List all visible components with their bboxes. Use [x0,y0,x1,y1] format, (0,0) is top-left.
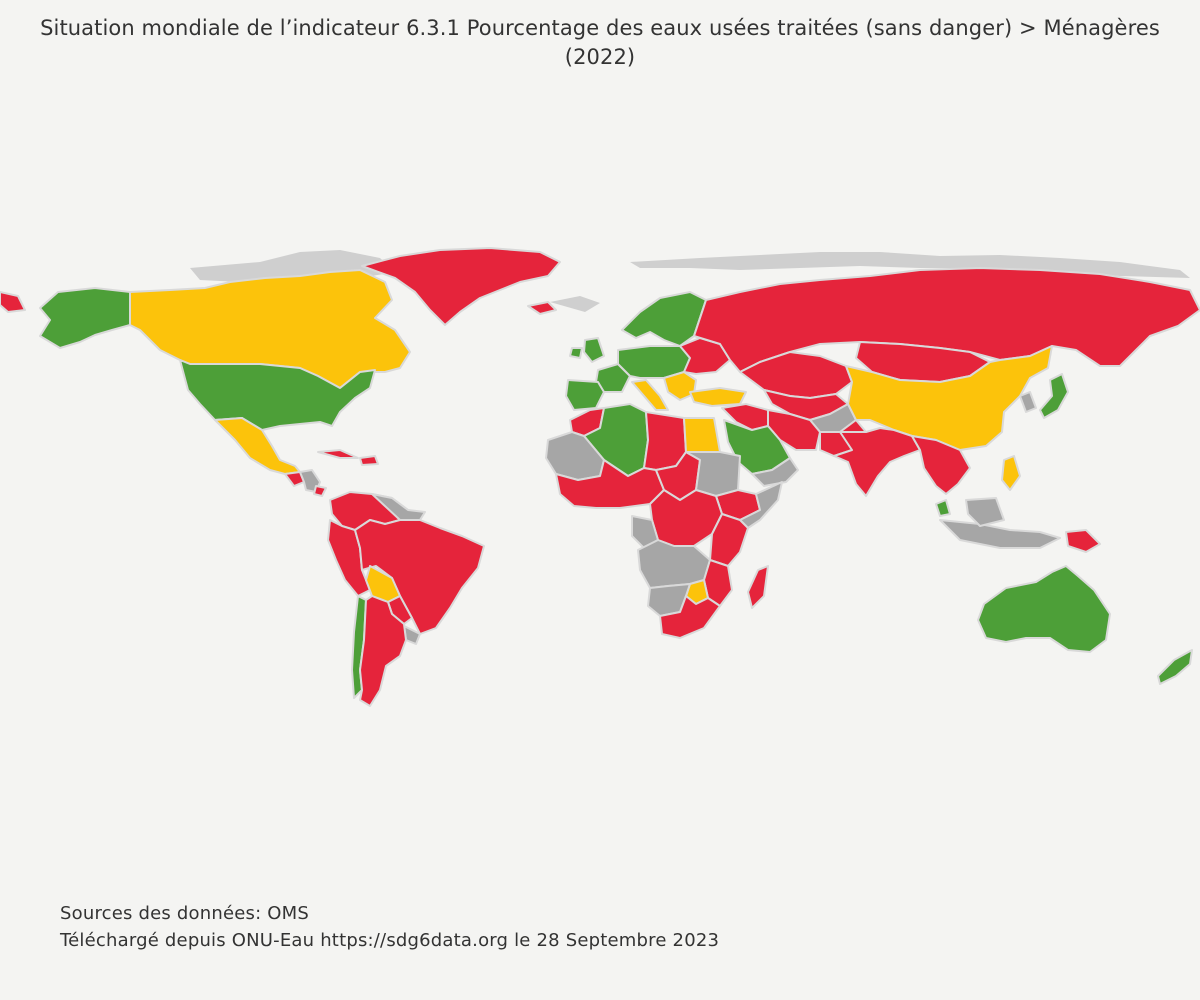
country-mexico [214,417,301,475]
country-alaska [39,287,131,349]
oceania [977,565,1193,685]
download-line: Téléchargé depuis ONU-Eau https://sdg6da… [60,930,720,951]
country-uk [583,337,605,363]
country-argentina [359,595,407,707]
country-australia [977,565,1111,653]
country-philippines [1001,455,1021,491]
country-malaysia [935,499,951,517]
country-new-zealand [1157,649,1193,685]
country-indonesia [939,519,1061,549]
data-sources: Sources des données: OMS Téléchargé depu… [60,900,719,954]
country-china [845,345,1053,451]
country-greenland [361,247,561,326]
country-hispaniola [359,455,379,466]
country-yemen-oman [751,457,799,487]
country-egypt [683,417,721,453]
country-papua-new-guinea [1065,529,1101,553]
country-turkey [689,387,747,407]
country-india [833,427,921,497]
map-title: Situation mondiale de l’indicateur 6.3.1… [0,14,1200,72]
south-america [327,491,485,707]
country-south-africa [659,595,721,639]
country-borneo [965,497,1005,527]
country-italy [631,379,669,411]
country-korea [1019,391,1037,413]
country-brazil [354,519,485,635]
country-russia [693,267,1200,373]
source-line: Sources des données: OMS [60,903,310,924]
country-region-far-east-russia-west [0,291,26,313]
country-southeast-asia [911,435,971,495]
country-panama [313,485,327,497]
country-iceland [527,301,557,315]
country-madagascar [747,565,769,609]
map-title-line-2: (2022) [564,45,636,69]
asia-east [833,341,1101,553]
country-cuba [317,449,359,459]
country-somalia [739,481,783,529]
country-ireland [569,347,583,359]
country-iberia [565,379,605,411]
africa [545,403,783,639]
country-norway-sweden-finland [621,291,707,347]
north-america [0,269,411,497]
europe [565,291,731,411]
country-japan [1039,373,1069,419]
map-title-line-1: Situation mondiale de l’indicateur 6.3.1… [40,16,1160,40]
